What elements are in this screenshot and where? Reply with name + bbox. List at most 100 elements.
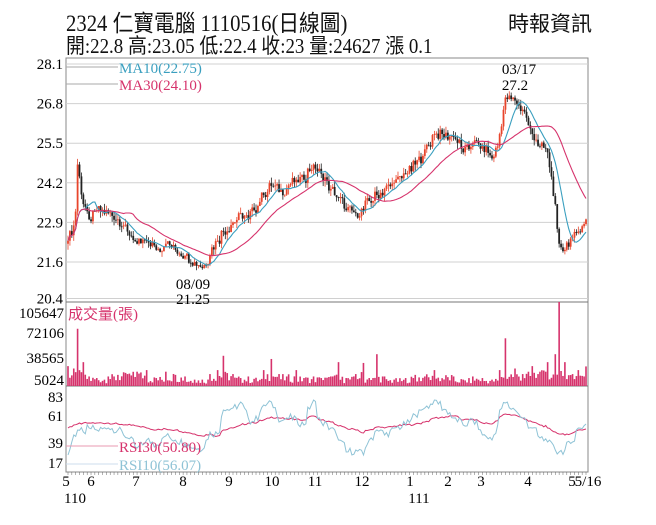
candle-body xyxy=(84,204,87,207)
candle-body xyxy=(535,139,538,141)
volume-bar xyxy=(441,378,443,386)
candle-body xyxy=(222,230,225,232)
volume-bar xyxy=(424,376,426,386)
volume-bar xyxy=(460,379,463,386)
candle-body xyxy=(504,97,507,110)
volume-bar xyxy=(429,380,432,386)
volume-bar xyxy=(69,377,71,386)
candle-body xyxy=(552,176,555,197)
candle-body xyxy=(124,224,127,226)
volume-bar xyxy=(324,377,326,386)
candle-body xyxy=(136,241,138,244)
volume-bar xyxy=(500,377,503,386)
volume-bar xyxy=(134,376,136,386)
price-tick-label: 24.2 xyxy=(37,176,63,192)
volume-bar xyxy=(493,381,495,386)
volume-bar xyxy=(539,371,541,386)
rsi10-legend: RSI10(56.07) xyxy=(119,458,201,474)
volume-bar xyxy=(512,376,514,386)
volume-bar xyxy=(351,376,353,386)
volume-bar xyxy=(468,378,470,386)
candle-body xyxy=(454,137,457,140)
candle-body xyxy=(251,207,254,212)
volume-bar xyxy=(389,380,392,386)
candle-body xyxy=(281,189,284,196)
x-tick-label: 9 xyxy=(225,474,233,490)
volume-bar xyxy=(364,382,367,386)
candle-body xyxy=(214,241,217,250)
volume-bar xyxy=(111,374,113,386)
volume-bar xyxy=(140,372,142,386)
candle-body xyxy=(113,215,115,220)
candle-body xyxy=(232,222,234,226)
volume-bar xyxy=(117,374,119,386)
candle-body xyxy=(270,183,273,186)
candle-body xyxy=(320,168,323,174)
candle-body xyxy=(182,255,185,259)
volume-bar xyxy=(189,380,192,386)
volume-bar xyxy=(525,373,528,386)
candle-body xyxy=(266,191,269,198)
candle-body xyxy=(550,167,553,177)
volume-bar xyxy=(472,376,474,386)
volume-bar xyxy=(544,371,547,386)
volume-bar xyxy=(333,375,336,386)
candle-body xyxy=(243,215,246,219)
volume-bar xyxy=(546,362,549,386)
volume-bar xyxy=(264,379,267,386)
volume-bar xyxy=(527,371,530,386)
volume-bar xyxy=(201,379,204,386)
volume-bar xyxy=(289,381,292,386)
candle-body xyxy=(189,262,192,264)
rsi10-line xyxy=(67,399,587,457)
candle-body xyxy=(310,169,313,171)
volume-bar xyxy=(581,375,583,386)
volume-bar xyxy=(74,372,77,386)
volume-bar xyxy=(119,380,121,386)
candle-body xyxy=(485,145,488,153)
x-tick-label: 1 xyxy=(406,474,414,490)
volume-bar xyxy=(249,382,252,386)
volume-bar xyxy=(122,372,125,386)
candle-body xyxy=(268,183,271,192)
volume-bar xyxy=(230,376,232,386)
candle-body xyxy=(558,228,561,244)
candle-body xyxy=(402,173,405,179)
volume-bar xyxy=(255,377,257,386)
volume-bar xyxy=(514,368,516,386)
volume-bar xyxy=(224,371,227,386)
volume-bar xyxy=(376,354,378,386)
volume-bar xyxy=(328,377,330,386)
candle-body xyxy=(287,185,290,189)
candle-body xyxy=(187,253,190,263)
candle-body xyxy=(527,117,530,126)
volume-bar xyxy=(445,375,447,386)
low-date-annotation: 08/09 xyxy=(176,277,210,293)
candle-body xyxy=(441,129,444,135)
candle-body xyxy=(381,192,384,196)
volume-bar xyxy=(341,376,344,386)
candle-body xyxy=(546,148,549,153)
volume-bar xyxy=(353,376,355,386)
candle-body xyxy=(82,194,85,205)
volume-bar xyxy=(253,378,255,386)
candle-body xyxy=(67,240,69,244)
candle-body xyxy=(493,156,495,159)
candle-body xyxy=(512,97,514,100)
volume-bar xyxy=(554,354,557,386)
candle-body xyxy=(464,146,467,153)
volume-bar xyxy=(239,378,242,386)
candle-body xyxy=(452,136,455,138)
x-tick-label: 6 xyxy=(87,474,95,490)
volume-bar xyxy=(354,374,357,386)
volume-bar xyxy=(186,381,188,386)
volume-bar xyxy=(318,377,321,386)
candle-body xyxy=(212,247,215,250)
volume-bar xyxy=(124,372,127,386)
volume-bar xyxy=(76,328,79,386)
candle-body xyxy=(372,200,374,203)
candle-body xyxy=(272,185,275,187)
candle-body xyxy=(195,262,198,266)
volume-bar xyxy=(195,382,198,386)
volume-bar xyxy=(381,376,384,386)
